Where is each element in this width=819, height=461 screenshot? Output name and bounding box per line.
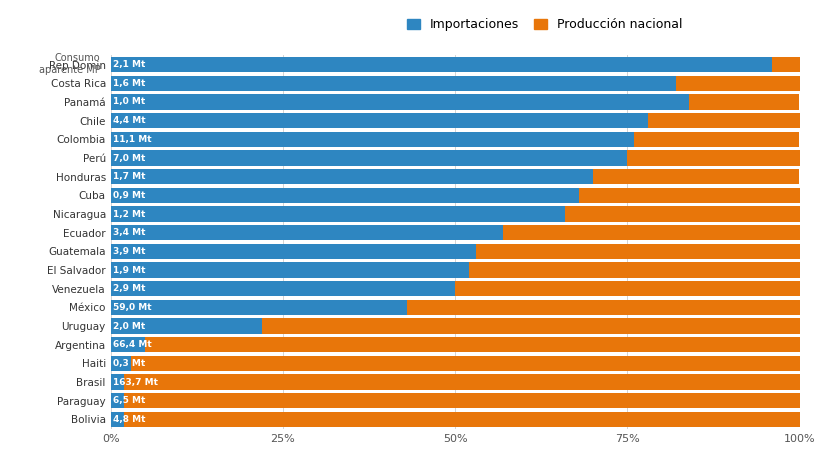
Bar [455, 281, 799, 296]
Bar [131, 356, 799, 371]
Text: 2,1 Mt: 2,1 Mt [113, 60, 146, 69]
Text: Consumo
aparente MP: Consumo aparente MP [38, 53, 100, 75]
Text: 3,4 Mt: 3,4 Mt [113, 228, 146, 237]
Bar [111, 150, 627, 165]
Text: 0,3 Mt: 0,3 Mt [113, 359, 146, 368]
Text: 7,0 Mt: 7,0 Mt [113, 154, 146, 163]
Bar [111, 374, 124, 390]
Bar [111, 57, 771, 72]
Bar [111, 337, 145, 352]
Bar [468, 262, 799, 278]
Bar [111, 412, 124, 427]
Text: 2,0 Mt: 2,0 Mt [113, 321, 146, 331]
Bar [771, 57, 799, 72]
Bar [111, 356, 131, 371]
Bar [627, 150, 799, 165]
Bar [124, 412, 799, 427]
Text: 3,9 Mt: 3,9 Mt [113, 247, 146, 256]
Text: 11,1 Mt: 11,1 Mt [113, 135, 152, 144]
Legend: Importaciones, Producción nacional: Importaciones, Producción nacional [402, 13, 686, 36]
Text: 4,4 Mt: 4,4 Mt [113, 116, 146, 125]
Text: 6,5 Mt: 6,5 Mt [113, 396, 146, 405]
Text: 4,8 Mt: 4,8 Mt [113, 415, 146, 424]
Text: 1,6 Mt: 1,6 Mt [113, 79, 146, 88]
Bar [689, 95, 799, 110]
Bar [262, 319, 799, 334]
Bar [111, 300, 406, 315]
Text: 2,9 Mt: 2,9 Mt [113, 284, 146, 293]
Bar [111, 76, 675, 91]
Bar [111, 132, 633, 147]
Text: 66,4 Mt: 66,4 Mt [113, 340, 152, 349]
Bar [111, 95, 689, 110]
Bar [111, 281, 455, 296]
Bar [111, 188, 578, 203]
Text: 1,7 Mt: 1,7 Mt [113, 172, 146, 181]
Bar [145, 337, 799, 352]
Bar [111, 393, 124, 408]
Bar [647, 113, 799, 128]
Text: 163,7 Mt: 163,7 Mt [113, 378, 158, 387]
Bar [633, 132, 799, 147]
Bar [111, 262, 468, 278]
Bar [111, 244, 475, 259]
Bar [111, 319, 262, 334]
Bar [475, 244, 799, 259]
Text: 0,9 Mt: 0,9 Mt [113, 191, 146, 200]
Bar [124, 393, 799, 408]
Bar [592, 169, 799, 184]
Bar [564, 207, 799, 222]
Bar [111, 169, 592, 184]
Bar [406, 300, 799, 315]
Bar [111, 225, 503, 240]
Bar [111, 207, 564, 222]
Text: 1,0 Mt: 1,0 Mt [113, 97, 146, 106]
Text: 1,2 Mt: 1,2 Mt [113, 209, 146, 219]
Bar [578, 188, 799, 203]
Bar [111, 113, 647, 128]
Text: 59,0 Mt: 59,0 Mt [113, 303, 152, 312]
Bar [503, 225, 799, 240]
Bar [124, 374, 799, 390]
Bar [675, 76, 799, 91]
Text: 1,9 Mt: 1,9 Mt [113, 266, 146, 275]
